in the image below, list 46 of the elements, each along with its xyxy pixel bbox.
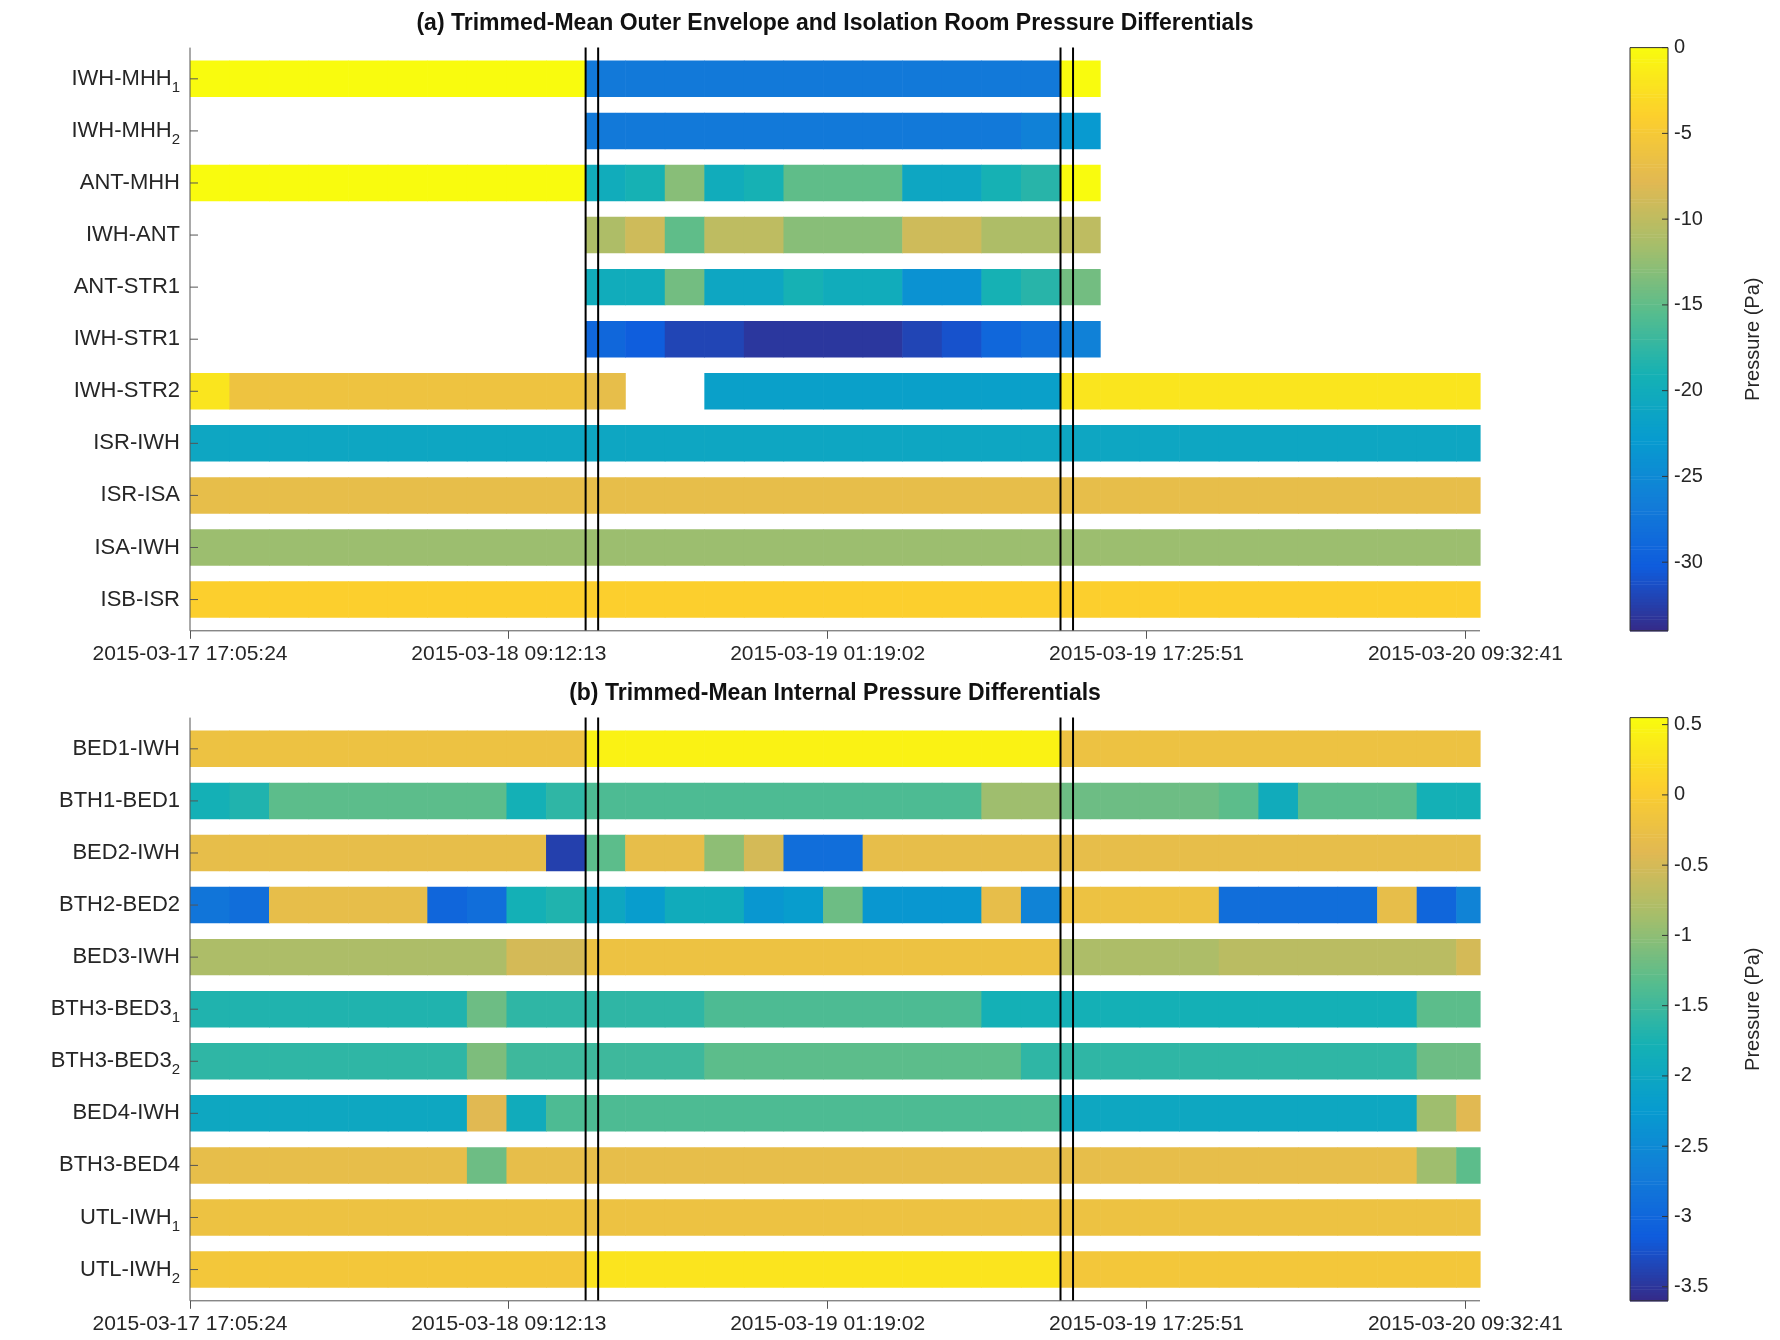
color-bar-label: -3 (1674, 1204, 1692, 1226)
color-bar-label: -0.5 (1674, 852, 1709, 875)
y-tick-label: ISA-IWH (94, 533, 181, 559)
x-tick-label: 2015-03-19 17:25:51 (1049, 641, 1245, 665)
color-bar-label: -5 (1674, 120, 1692, 143)
color-bar-label: -15 (1674, 292, 1703, 315)
y-tick-label: BTH3-BED4 (58, 1151, 181, 1177)
color-bar-label: 0 (1674, 35, 1686, 58)
color-bar-label: 0 (1674, 782, 1686, 805)
color-bar-title: Pressure (Pa) (1740, 947, 1763, 1071)
x-tick-label: 2015-03-19 17:25:51 (1049, 1311, 1245, 1335)
chart-title: (b) Trimmed-Mean Internal Pressure Differentials (569, 679, 1101, 706)
y-tick-label: BED2-IWH (72, 839, 180, 865)
x-tick-label: 2015-03-17 17:05:24 (92, 1311, 288, 1335)
y-tick-label: IWH-STR1 (73, 325, 180, 351)
color-bar-label: -2 (1674, 1063, 1692, 1086)
color-bar-label: -30 (1674, 549, 1703, 572)
y-tick-label: IWH-STR2 (73, 377, 180, 403)
y-tick-label: ANT-MHH (79, 169, 180, 195)
x-tick-label: 2015-03-17 17:05:24 (92, 641, 288, 665)
color-bar-title: Pressure (Pa) (1740, 277, 1763, 401)
y-tick-label: BED1-IWH (72, 734, 180, 760)
x-tick-label: 2015-03-20 09:32:41 (1367, 1311, 1563, 1335)
color-bar-label: -2.5 (1674, 1133, 1709, 1156)
x-tick-label: 2015-03-19 01:19:02 (730, 641, 926, 665)
y-tick-label: ISR-ISA (100, 481, 181, 507)
y-tick-label: ANT-STR1 (73, 273, 181, 299)
y-tick-label: BTH2-BED2 (58, 891, 181, 917)
y-tick-label: BTH1-BED1 (58, 786, 181, 812)
color-bar-label: -10 (1674, 206, 1703, 229)
y-tick-label: ISB-ISR (100, 585, 181, 611)
x-tick-label: 2015-03-20 09:32:41 (1367, 641, 1563, 665)
x-tick-label: 2015-03-18 09:12:13 (411, 641, 607, 665)
color-bar-label: -25 (1674, 463, 1703, 486)
color-bar-label: -3.5 (1674, 1274, 1709, 1297)
y-tick-label: ISR-IWH (93, 429, 180, 455)
color-bar-label: -1.5 (1674, 993, 1709, 1016)
color-bar-label: 0.5 (1674, 712, 1702, 735)
y-tick-label: BED4-IWH (72, 1099, 180, 1125)
y-tick-label: IWH-ANT (85, 221, 180, 247)
y-tick-label: BED3-IWH (72, 943, 180, 969)
color-bar-label: -1 (1674, 922, 1692, 945)
chart-title: (a) Trimmed-Mean Outer Envelope and Isolation Room Pressure Differentials (416, 9, 1254, 36)
x-tick-label: 2015-03-18 09:12:13 (411, 1311, 607, 1335)
x-tick-label: 2015-03-19 01:19:02 (730, 1311, 926, 1335)
color-bar-label: -20 (1674, 378, 1703, 401)
